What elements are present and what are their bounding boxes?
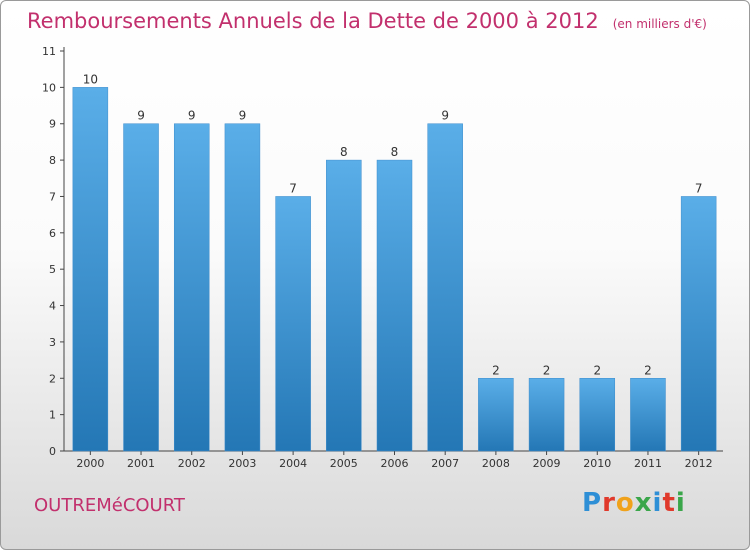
x-tick-label: 2004 [279,457,307,470]
y-tick-label: 3 [49,336,56,349]
x-tick-label: 2011 [634,457,662,470]
chart-unit: (en milliers d'€) [612,17,707,31]
bar [680,196,717,452]
y-tick-label: 10 [42,81,56,94]
x-tick-label: 2009 [533,457,561,470]
x-tick-label: 2002 [178,457,206,470]
data-label: 7 [289,181,297,195]
data-label: 8 [391,145,399,159]
y-tick-label: 6 [49,227,56,240]
y-tick-label: 8 [49,154,56,167]
data-label: 9 [239,109,247,123]
x-tick-label: 2006 [381,457,409,470]
bar [275,196,311,452]
x-tick-label: 2001 [127,457,155,470]
x-tick-label: 2003 [228,457,256,470]
data-label: 10 [83,72,98,86]
logo-letter: t [662,488,676,518]
data-label: 2 [644,363,652,377]
bar [326,159,362,452]
logo-letter: x [634,488,653,518]
y-tick-label: 4 [49,300,56,313]
data-label: 8 [340,145,348,159]
y-tick-label: 0 [49,445,56,458]
x-tick-label: 2000 [76,457,104,470]
bar [224,123,261,452]
data-label: 9 [441,109,449,123]
x-tick-label: 2005 [330,457,358,470]
data-label: 2 [543,363,551,377]
data-label: 2 [593,363,601,377]
chart-labels: 10 2000 9 2001 9 2002 9 2003 7 2004 8 2005 8 2006 9 200… [76,72,712,470]
bar [72,87,109,452]
logo-letter: r [602,488,616,518]
bar [478,378,514,452]
logo-letter: o [615,488,635,518]
logo-letter: i [652,488,663,518]
bar [173,123,210,452]
proxiti-logo: Proxiti [582,488,686,518]
x-tick-label: 2012 [685,457,713,470]
data-label: 7 [695,181,703,195]
bar [528,378,565,452]
chart-bars [72,87,717,452]
bar [376,159,413,452]
y-tick-label: 5 [49,263,56,276]
commune-name: OUTREMéCOURT [34,495,185,516]
bar [579,378,616,452]
chart-title-text: Remboursements Annuels de la Dette de 20… [27,9,599,33]
logo-letter: P [582,488,603,518]
bar [630,378,666,452]
logo-letter: i [675,488,686,518]
x-tick-label: 2007 [431,457,459,470]
data-label: 2 [492,363,500,377]
y-tick-label: 2 [49,372,56,385]
bar [123,123,159,452]
x-tick-label: 2008 [482,457,510,470]
x-tick-label: 2010 [583,457,611,470]
chart-title: Remboursements Annuels de la Dette de 20… [27,9,707,33]
bar [427,123,463,452]
y-tick-label: 7 [49,190,56,203]
y-tick-label: 11 [42,45,56,58]
data-label: 9 [137,109,145,123]
y-tick-label: 1 [49,409,56,422]
data-label: 9 [188,109,196,123]
y-tick-label: 9 [49,118,56,131]
